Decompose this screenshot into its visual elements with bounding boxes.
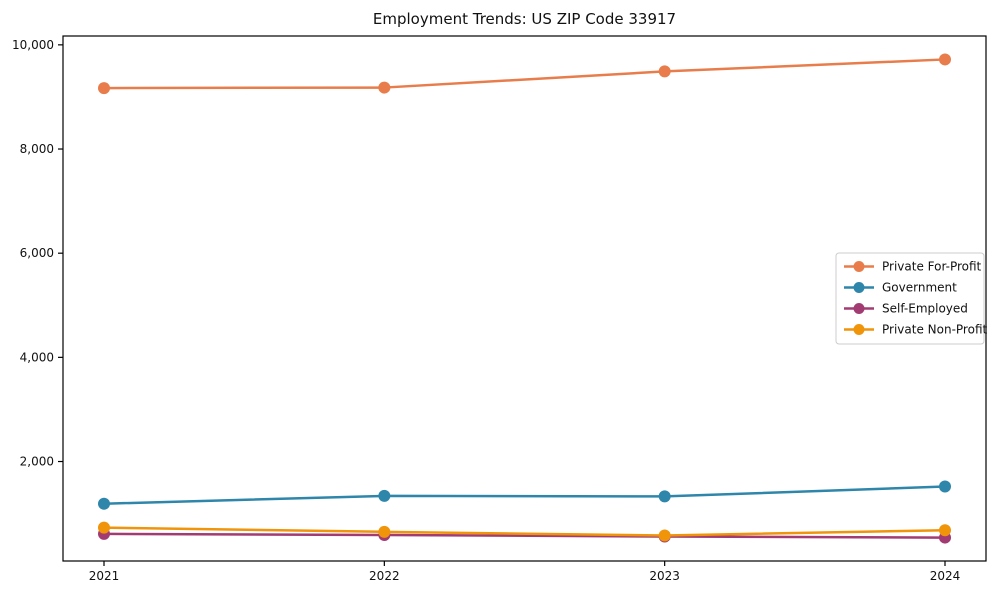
y-tick-label: 6,000	[20, 246, 54, 260]
data-point-government	[658, 490, 671, 503]
legend-swatch-marker	[853, 324, 865, 335]
series-line-self-employed	[103, 532, 946, 539]
y-tick-label: 10,000	[12, 38, 54, 52]
legend-label: Private Non-Profit	[882, 323, 988, 337]
data-point-private-non-profit	[939, 524, 951, 537]
data-point-private-for-profit	[939, 53, 951, 66]
x-tick-label: 2023	[649, 569, 680, 583]
data-point-private-for-profit	[98, 82, 110, 95]
legend-box	[835, 252, 985, 345]
x-tick-label: 2022	[369, 569, 400, 583]
series-line-private-non-profit	[103, 526, 946, 537]
legend-swatch-marker	[853, 261, 865, 272]
data-point-private-non-profit	[98, 521, 110, 534]
x-tick-label: 2024	[930, 569, 961, 583]
data-point-government	[378, 489, 391, 502]
y-tick-label: 2,000	[20, 455, 54, 469]
y-tick-label: 4,000	[20, 350, 54, 364]
legend-swatch-marker	[853, 282, 865, 293]
series-line-government	[103, 485, 946, 505]
data-point-private-for-profit	[658, 65, 671, 78]
data-point-government	[939, 480, 951, 493]
data-point-private-non-profit	[378, 525, 391, 538]
y-tick-label: 8,000	[20, 142, 54, 156]
legend-label: Private For-Profit	[882, 260, 982, 274]
data-point-government	[98, 497, 110, 510]
data-point-private-non-profit	[658, 529, 671, 542]
legend-label: Government	[882, 281, 957, 295]
legend-swatch-marker	[853, 303, 865, 314]
data-point-private-for-profit	[378, 81, 391, 94]
plot-border	[62, 35, 987, 562]
legend-label: Self-Employed	[882, 302, 968, 316]
x-tick-label: 2021	[89, 569, 120, 583]
chart-title: Employment Trends: US ZIP Code 33917	[372, 10, 677, 28]
series-line-private-for-profit	[103, 58, 946, 90]
